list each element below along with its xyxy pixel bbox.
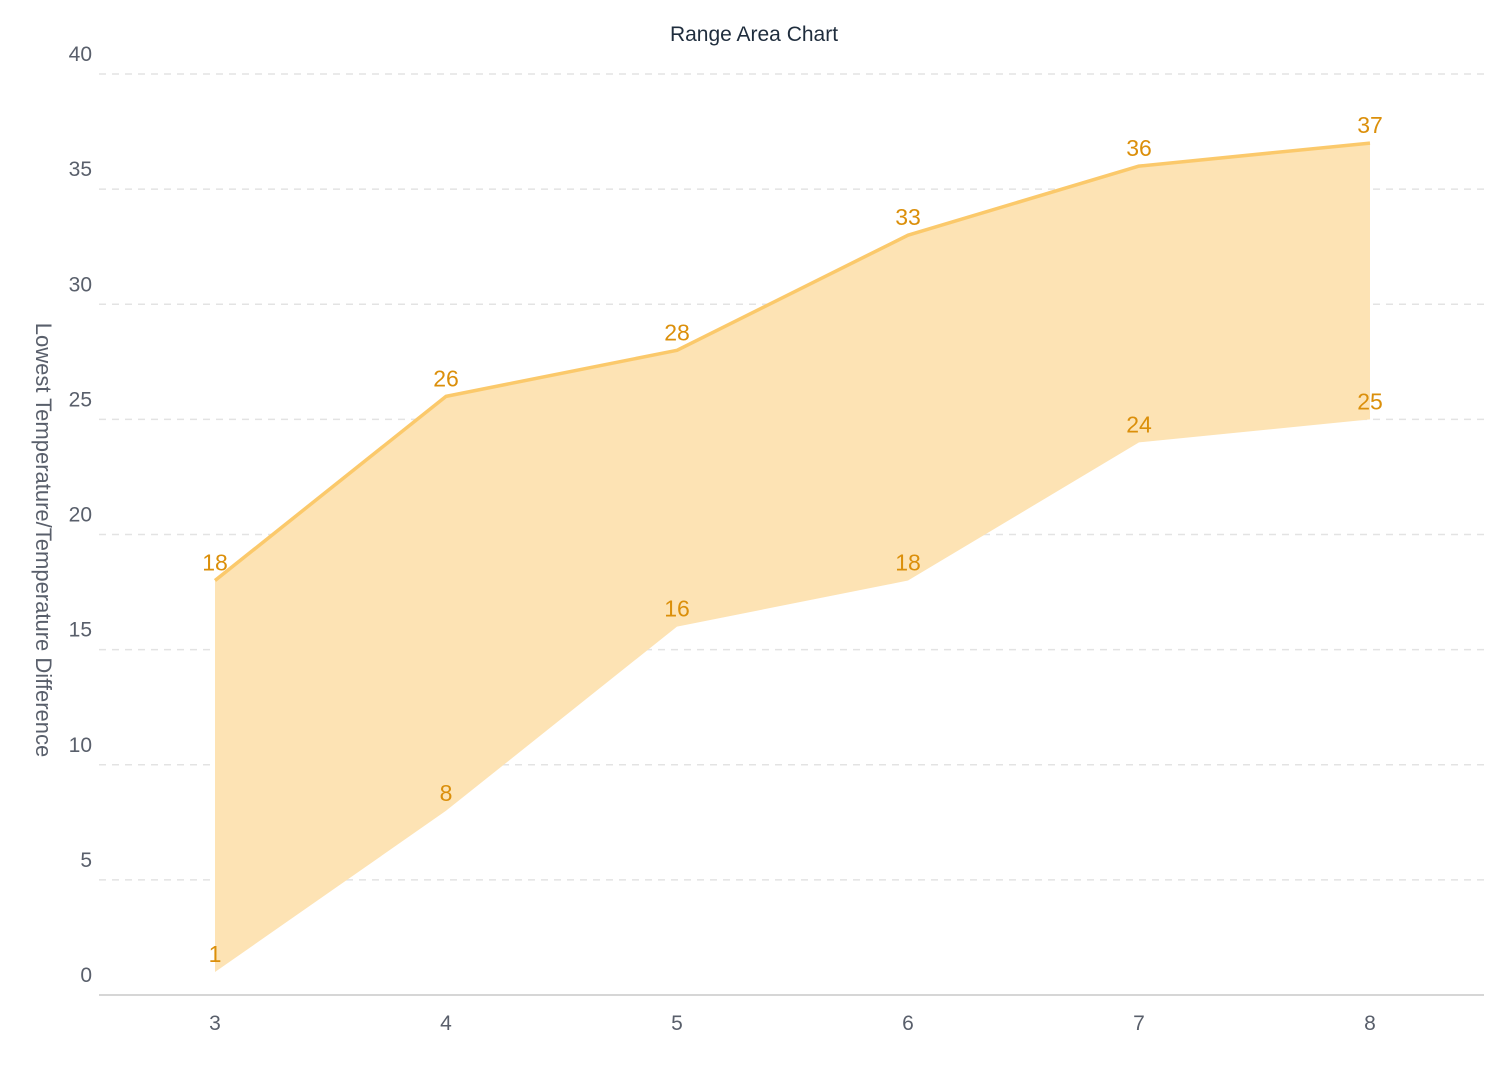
x-tick-label: 4 xyxy=(440,1012,452,1035)
y-tick-label: 35 xyxy=(69,158,92,181)
x-tick-label: 7 xyxy=(1133,1012,1145,1035)
y-axis-title: Lowest Temperature/Temperature Differenc… xyxy=(31,323,56,758)
x-tick-label: 3 xyxy=(209,1012,221,1035)
data-label-high: 26 xyxy=(433,365,459,391)
y-tick-label: 40 xyxy=(69,43,92,66)
x-tick-label: 8 xyxy=(1364,1012,1376,1035)
data-label-high: 36 xyxy=(1126,135,1152,161)
y-tick-label: 20 xyxy=(69,504,92,527)
x-tick-label: 6 xyxy=(902,1012,914,1035)
y-tick-label: 30 xyxy=(69,273,92,296)
data-label-high: 18 xyxy=(202,550,228,576)
data-label-low: 24 xyxy=(1126,411,1152,437)
range-area-fill xyxy=(215,143,1370,972)
data-label-high: 37 xyxy=(1357,112,1383,138)
y-tick-label: 5 xyxy=(80,849,92,872)
y-tick-label: 25 xyxy=(69,388,92,411)
data-label-low: 16 xyxy=(664,596,690,622)
data-label-low: 8 xyxy=(440,780,453,806)
data-label-low: 1 xyxy=(209,941,222,967)
x-tick-label: 5 xyxy=(671,1012,683,1035)
data-label-low: 18 xyxy=(895,550,921,576)
data-label-high: 33 xyxy=(895,204,921,230)
x-axis-ticks: 3 4 5 6 7 8 xyxy=(209,1012,1376,1035)
chart-title: Range Area Chart xyxy=(670,23,838,46)
y-axis-ticks: 0 5 10 15 20 25 30 35 40 xyxy=(69,43,92,987)
data-label-high: 28 xyxy=(664,319,690,345)
range-high-line xyxy=(213,141,1371,582)
y-tick-label: 15 xyxy=(69,619,92,642)
y-tick-label: 10 xyxy=(69,734,92,757)
y-tick-label: 0 xyxy=(80,964,92,987)
data-label-low: 25 xyxy=(1357,388,1383,414)
